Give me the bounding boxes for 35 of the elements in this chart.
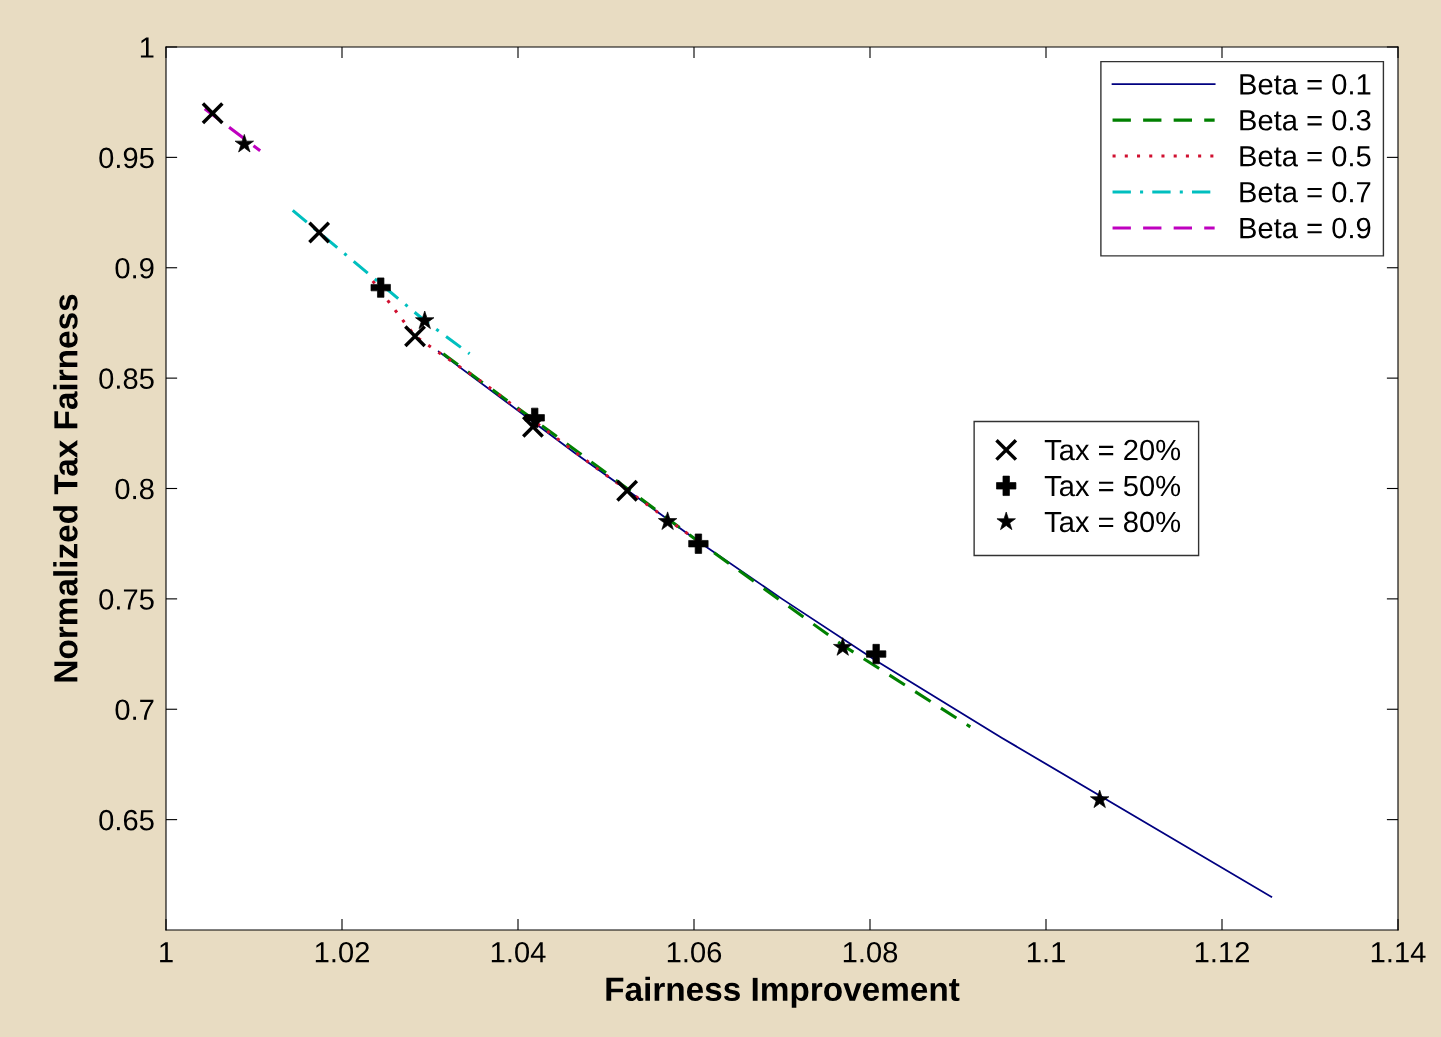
x-tick-label: 1.08 — [843, 941, 898, 963]
y-tick-label: 0.95 — [99, 147, 154, 169]
legend-label: Beta = 0.3 — [1240, 109, 1371, 131]
y-tick-label: 0.65 — [99, 809, 154, 831]
legend-label: Beta = 0.5 — [1240, 145, 1371, 167]
y-tick-label: 0.8 — [115, 478, 154, 500]
x-tick-label: 1.02 — [315, 941, 369, 963]
point — [307, 220, 331, 244]
x-axis-title: Fairness Improvement — [606, 976, 960, 1008]
y-tick-label: 1 — [140, 37, 154, 58]
legend-label: Tax = 80% — [1044, 511, 1181, 533]
legend-label: Beta = 0.7 — [1240, 181, 1371, 203]
x-tick-label: 1.14 — [1371, 942, 1426, 963]
point — [521, 415, 545, 439]
y-tick-label: 0.75 — [99, 589, 154, 610]
legend-label: Tax = 20% — [1044, 439, 1181, 461]
point — [201, 101, 225, 125]
y-tick-label: 0.7 — [115, 699, 154, 721]
legend-label: Tax = 50% — [1044, 475, 1181, 497]
x-tick-label: 1.06 — [667, 941, 722, 963]
line-series — [291, 208, 472, 356]
line-series — [437, 350, 1273, 898]
x-tick-label: 1 — [160, 942, 173, 963]
line-series — [441, 352, 972, 729]
x-tick-label: 1.04 — [491, 941, 546, 963]
y-tick-label: 0.9 — [115, 257, 154, 279]
x-tick-label: 1.1 — [1027, 942, 1065, 963]
point — [370, 277, 391, 298]
y-tick-label: 0.85 — [99, 368, 154, 389]
legend-label: Beta = 0.1 — [1240, 74, 1371, 95]
point — [615, 479, 639, 503]
y-axis-title: Normalized Tax Fairness — [53, 294, 78, 682]
point — [403, 324, 427, 348]
x-tick-label: 1.12 — [1195, 941, 1249, 963]
legend-label: Beta = 0.9 — [1240, 217, 1371, 239]
